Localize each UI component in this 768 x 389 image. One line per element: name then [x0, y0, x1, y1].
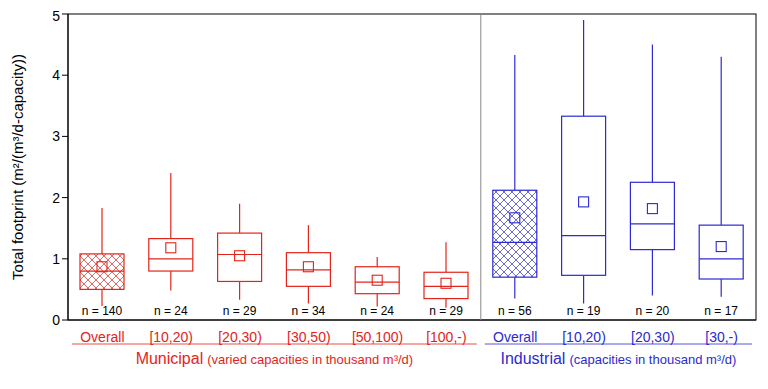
svg-text:n = 29: n = 29	[429, 304, 463, 318]
svg-text:3: 3	[52, 128, 60, 144]
svg-text:5: 5	[52, 8, 60, 24]
svg-text:2: 2	[52, 190, 60, 206]
svg-text:n = 24: n = 24	[360, 304, 394, 318]
svg-text:[20,30): [20,30)	[631, 329, 675, 345]
svg-text:n = 34: n = 34	[292, 304, 326, 318]
svg-text:n = 17: n = 17	[704, 304, 738, 318]
svg-text:Overall: Overall	[493, 329, 537, 345]
svg-text:[50,100): [50,100)	[352, 329, 403, 345]
svg-text:n = 19: n = 19	[567, 304, 601, 318]
svg-text:[10,20): [10,20)	[149, 329, 193, 345]
svg-text:n = 140: n = 140	[82, 304, 123, 318]
svg-text:[30,-): [30,-)	[705, 329, 738, 345]
svg-text:4: 4	[52, 67, 60, 83]
svg-text:Overall: Overall	[80, 329, 124, 345]
svg-text:n = 29: n = 29	[223, 304, 257, 318]
svg-text:1: 1	[52, 251, 60, 267]
svg-text:[100,-): [100,-)	[426, 329, 466, 345]
svg-text:[10,20): [10,20)	[562, 329, 606, 345]
svg-text:Municipal(varied capacities in: Municipal(varied capacities in thousand …	[136, 350, 414, 367]
svg-text:Industrial(capacities in thous: Industrial(capacities in thousand m³/d)	[500, 350, 736, 367]
svg-text:n = 20: n = 20	[636, 304, 670, 318]
svg-text:[20,30): [20,30)	[218, 329, 262, 345]
svg-text:[30,50): [30,50)	[287, 329, 331, 345]
svg-text:0: 0	[52, 312, 60, 328]
svg-text:n = 24: n = 24	[154, 304, 188, 318]
svg-text:Total footprint (m²/(m³/d-capa: Total footprint (m²/(m³/d-capacity))	[9, 54, 26, 280]
svg-text:n = 56: n = 56	[498, 304, 532, 318]
